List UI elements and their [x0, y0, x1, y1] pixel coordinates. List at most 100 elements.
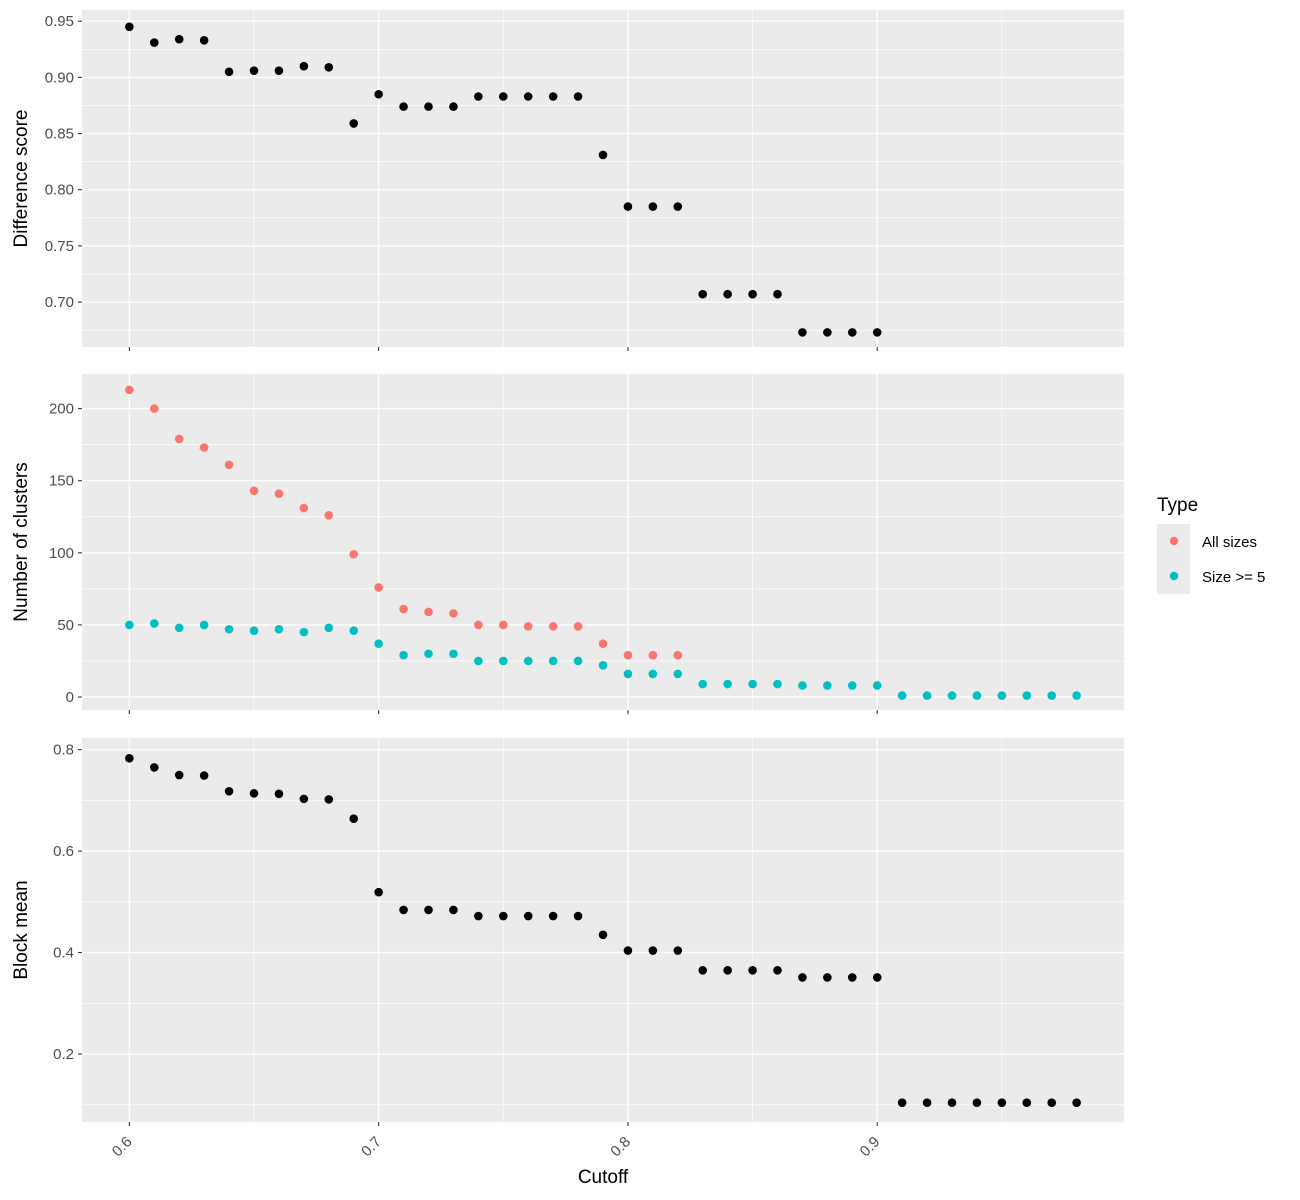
data-point [125, 620, 134, 630]
data-point [224, 786, 234, 796]
data-point [648, 669, 658, 679]
data-point [623, 202, 633, 211]
legend-label-size-5: Size >= 5 [1202, 569, 1265, 586]
data-point [449, 649, 458, 659]
data-point [523, 622, 533, 631]
data-point [498, 92, 508, 101]
data-point [922, 691, 932, 700]
data-point [399, 102, 408, 111]
y-tick-label: 100 [49, 545, 74, 562]
data-point [972, 691, 982, 700]
data-point [872, 973, 882, 982]
data-point [648, 202, 658, 211]
data-point [199, 620, 209, 630]
legend-key-background [1157, 524, 1190, 594]
data-point [199, 36, 209, 45]
data-point [424, 607, 433, 617]
data-point [449, 102, 458, 111]
data-point [224, 460, 234, 470]
data-point [399, 604, 408, 614]
data-point [748, 679, 757, 689]
legend-key-size-5 [1169, 571, 1179, 581]
data-point [174, 623, 184, 633]
data-point [424, 102, 433, 111]
y-tick-label: 0 [66, 689, 74, 706]
data-point [623, 669, 633, 679]
y-tick-label: 200 [49, 401, 74, 418]
data-point [249, 66, 259, 75]
data-point [573, 656, 583, 666]
y-tick-label: 0.8 [53, 742, 74, 759]
y-tick-label: 0.70 [45, 294, 74, 311]
data-point [149, 619, 159, 628]
data-point [324, 623, 334, 633]
data-point [424, 649, 433, 659]
data-point [349, 119, 359, 128]
data-point [274, 789, 284, 799]
y-axis-title: Block mean [11, 880, 32, 979]
data-point [349, 814, 359, 823]
data-point [698, 679, 708, 689]
data-point [573, 92, 583, 101]
data-point [548, 911, 558, 921]
data-point [274, 489, 284, 498]
data-point [997, 691, 1007, 700]
data-point [698, 966, 708, 975]
data-point [174, 434, 184, 444]
data-point [523, 911, 533, 921]
data-point [474, 620, 483, 630]
data-point [798, 681, 807, 690]
data-point [748, 966, 757, 975]
data-point [1047, 691, 1057, 700]
data-point [598, 150, 608, 160]
y-tick-label: 0.4 [53, 945, 74, 962]
panel-block-mean: 0.2 0.4 0.6 0.8 Block mean [11, 738, 1124, 1126]
data-point [474, 92, 483, 101]
data-point [449, 905, 458, 915]
data-point [399, 650, 408, 660]
data-point [1072, 691, 1081, 700]
data-point [748, 289, 757, 299]
data-point [897, 691, 907, 700]
data-point [349, 549, 359, 559]
data-point [798, 328, 807, 337]
data-points [125, 753, 1081, 1108]
data-point [598, 930, 608, 940]
data-points [125, 22, 882, 337]
panel-background [82, 738, 1124, 1122]
data-point [947, 691, 957, 700]
data-point [474, 656, 483, 666]
legend-title: Type [1157, 495, 1198, 516]
y-tick-label: 50 [57, 617, 74, 634]
data-point [474, 911, 483, 921]
data-point [947, 1098, 957, 1108]
data-point [798, 973, 807, 982]
data-point [324, 62, 334, 72]
data-point [773, 289, 782, 299]
data-point [723, 966, 732, 975]
data-point [673, 650, 683, 660]
data-point [847, 973, 857, 982]
y-tick-label: 0.80 [45, 182, 74, 199]
legend-key-all-sizes [1169, 536, 1179, 546]
data-point [573, 622, 583, 631]
panel-background [82, 374, 1124, 710]
data-point [623, 650, 633, 660]
data-point [149, 404, 159, 413]
data-point [648, 650, 658, 660]
data-point [673, 946, 683, 955]
data-point [548, 622, 558, 631]
data-point [922, 1098, 932, 1108]
legend: Type All sizes Size >= 5 [1157, 495, 1265, 594]
data-point [125, 385, 134, 395]
data-point [897, 1098, 907, 1108]
data-point [374, 639, 383, 648]
data-point [149, 763, 159, 772]
data-point [498, 620, 508, 630]
y-tick-label: 0.95 [45, 13, 74, 30]
data-point [324, 511, 334, 520]
y-tick-label: 0.75 [45, 238, 74, 255]
data-point [174, 34, 184, 44]
data-point [324, 795, 334, 804]
